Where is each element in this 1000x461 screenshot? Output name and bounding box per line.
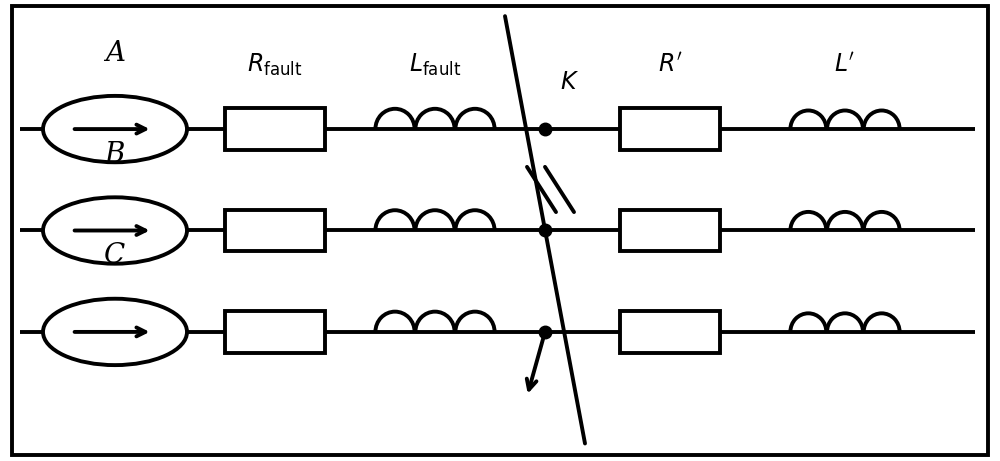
Text: $R'$: $R'$	[658, 53, 682, 77]
Bar	[225, 108, 325, 150]
Text: $L'$: $L'$	[834, 53, 856, 77]
Text: $K$: $K$	[560, 71, 579, 95]
Text: $L_{\mathrm{fault}}$: $L_{\mathrm{fault}}$	[409, 52, 461, 77]
Bar	[225, 311, 325, 353]
Text: C: C	[104, 242, 126, 269]
Bar	[620, 210, 720, 251]
Text: A: A	[105, 40, 125, 66]
Bar	[620, 108, 720, 150]
Text: B: B	[105, 141, 125, 168]
Circle shape	[43, 299, 187, 365]
Circle shape	[43, 96, 187, 162]
Bar	[225, 210, 325, 251]
Bar	[620, 311, 720, 353]
Text: $R_{\mathrm{fault}}$: $R_{\mathrm{fault}}$	[247, 52, 303, 77]
Circle shape	[43, 197, 187, 264]
